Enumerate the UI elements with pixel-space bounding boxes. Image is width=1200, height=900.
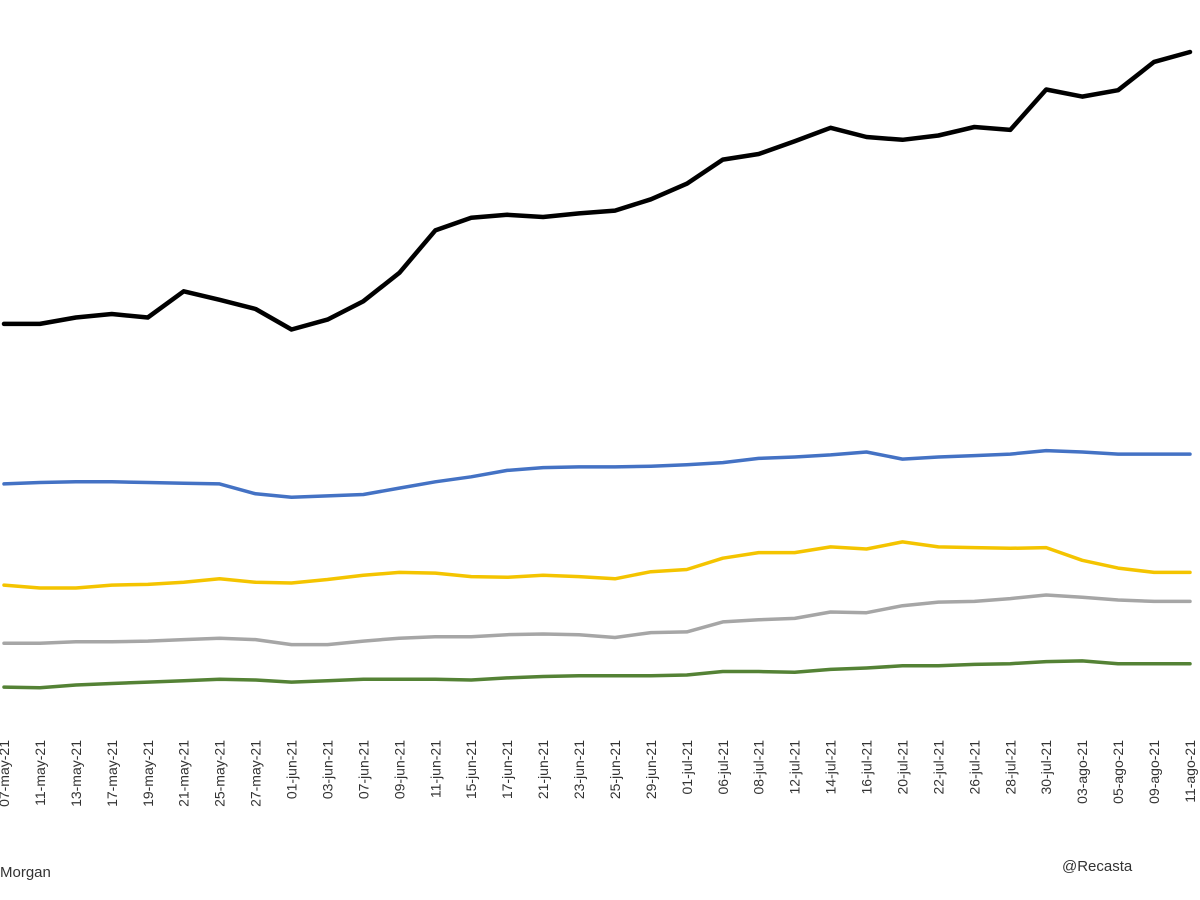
series-line-2: [2, 448, 1192, 500]
x-tick-label: 27-may-21: [248, 740, 264, 807]
x-tick-label: 19-may-21: [140, 740, 156, 807]
x-tick-label: 03-ago-21: [1074, 740, 1090, 804]
x-tick-label: 26-jul-21: [966, 740, 982, 795]
x-tick-label: 13-may-21: [68, 740, 84, 807]
x-tick-label: 30-jul-21: [1038, 740, 1054, 795]
x-tick-label: 07-may-21: [0, 740, 12, 807]
x-tick-label: 12-jul-21: [787, 740, 803, 795]
series-line-4: [2, 593, 1192, 647]
x-tick-label: 17-may-21: [104, 740, 120, 807]
x-tick-label: 28-jul-21: [1002, 740, 1018, 795]
x-tick-label: 01-jun-21: [284, 740, 300, 799]
x-tick-label: 14-jul-21: [823, 740, 839, 795]
x-tick-label: 15-jun-21: [463, 740, 479, 799]
series-line-5: [2, 659, 1192, 690]
x-tick-label: 03-jun-21: [319, 740, 335, 799]
x-axis-tick-labels: 07-may-21 11-may-21 13-may-21 17-may-21 19-m…: [0, 740, 1198, 807]
x-tick-label: 25-jun-21: [607, 740, 623, 799]
x-tick-label: 07-jun-21: [355, 740, 371, 799]
x-tick-label: 25-may-21: [212, 740, 228, 807]
x-tick-label: 01-jul-21: [679, 740, 695, 795]
x-tick-label: 23-jun-21: [571, 740, 587, 799]
x-tick-label: 08-jul-21: [751, 740, 767, 795]
x-tick-label: 06-jul-21: [715, 740, 731, 795]
x-tick-label: 09-jun-21: [391, 740, 407, 799]
x-tick-label: 11-may-21: [32, 740, 48, 806]
source-note: Morgan: [0, 864, 51, 881]
x-tick-label: 20-jul-21: [894, 740, 910, 795]
x-tick-label: 29-jun-21: [643, 740, 659, 799]
author-credit: @Recasta: [1062, 858, 1133, 875]
x-tick-label: 09-ago-21: [1146, 740, 1162, 804]
x-tick-label: 05-ago-21: [1110, 740, 1126, 804]
series-line-3: [2, 540, 1192, 590]
x-tick-label: 11-ago-21: [1182, 740, 1198, 803]
x-tick-label: 21-may-21: [176, 740, 192, 807]
series-line-1: [1, 49, 1193, 332]
x-tick-label: 22-jul-21: [930, 740, 946, 795]
x-tick-label: 16-jul-21: [859, 740, 875, 795]
x-tick-label: 17-jun-21: [499, 740, 515, 799]
x-tick-label: 21-jun-21: [535, 740, 551, 799]
chart-lines: [1, 49, 1193, 690]
x-tick-label: 11-jun-21: [427, 740, 443, 798]
